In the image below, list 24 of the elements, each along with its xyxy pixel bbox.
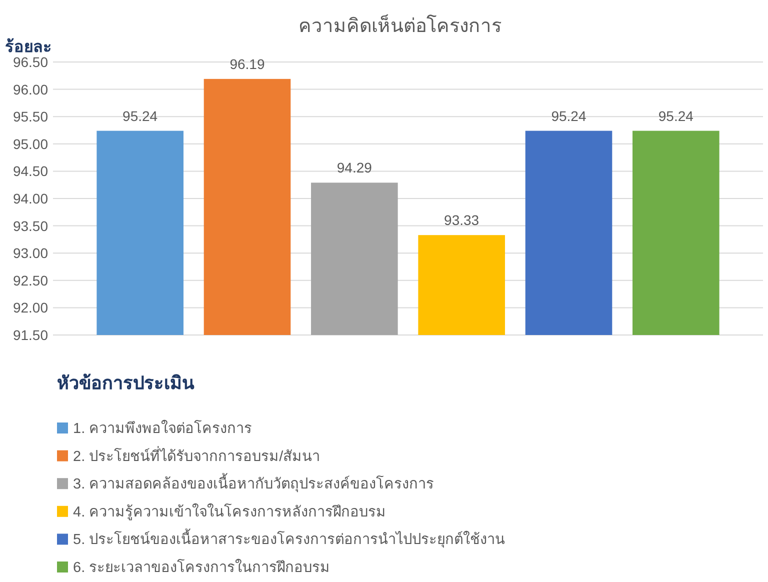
ytick: 93.00 (12, 245, 48, 262)
ytick: 93.50 (12, 218, 48, 234)
ytick: 96.50 (12, 54, 48, 70)
data-label: 96.19 (230, 56, 265, 72)
ytick: 91.50 (12, 327, 48, 343)
legend-label: 6. ระยะเวลาของโครงการในการฝึกอบรม (73, 560, 330, 576)
ytick: 95.50 (12, 108, 48, 125)
data-label: 93.33 (444, 212, 480, 228)
ytick: 95.00 (12, 136, 48, 152)
ytick: 94.00 (12, 190, 48, 206)
ytick: 92.00 (12, 300, 48, 316)
ytick: 96.00 (12, 81, 48, 98)
ytick: 94.50 (12, 163, 48, 180)
legend-label: 4. ความรู้ความเข้าใจในโครงการหลังการฝึกอบรม (73, 504, 386, 520)
title: ความคิดเห็นต่อโครงการ (298, 16, 502, 37)
data-label: 94.29 (336, 160, 372, 176)
data-label: 95.24 (658, 108, 694, 124)
legend-label: 2. ประโยชน์ที่ได้รับจากการอบรม/สัมนา (73, 448, 320, 465)
data-label: 95.24 (122, 108, 158, 124)
ytick: 92.50 (12, 272, 48, 288)
ylabel: ร้อยละ (5, 39, 52, 56)
legend-label: 1. ความพึงพอใจต่อโครงการ (73, 421, 252, 437)
data-label: 95.24 (551, 108, 586, 124)
legend-title: หัวข้อการประเมิน (57, 373, 194, 393)
